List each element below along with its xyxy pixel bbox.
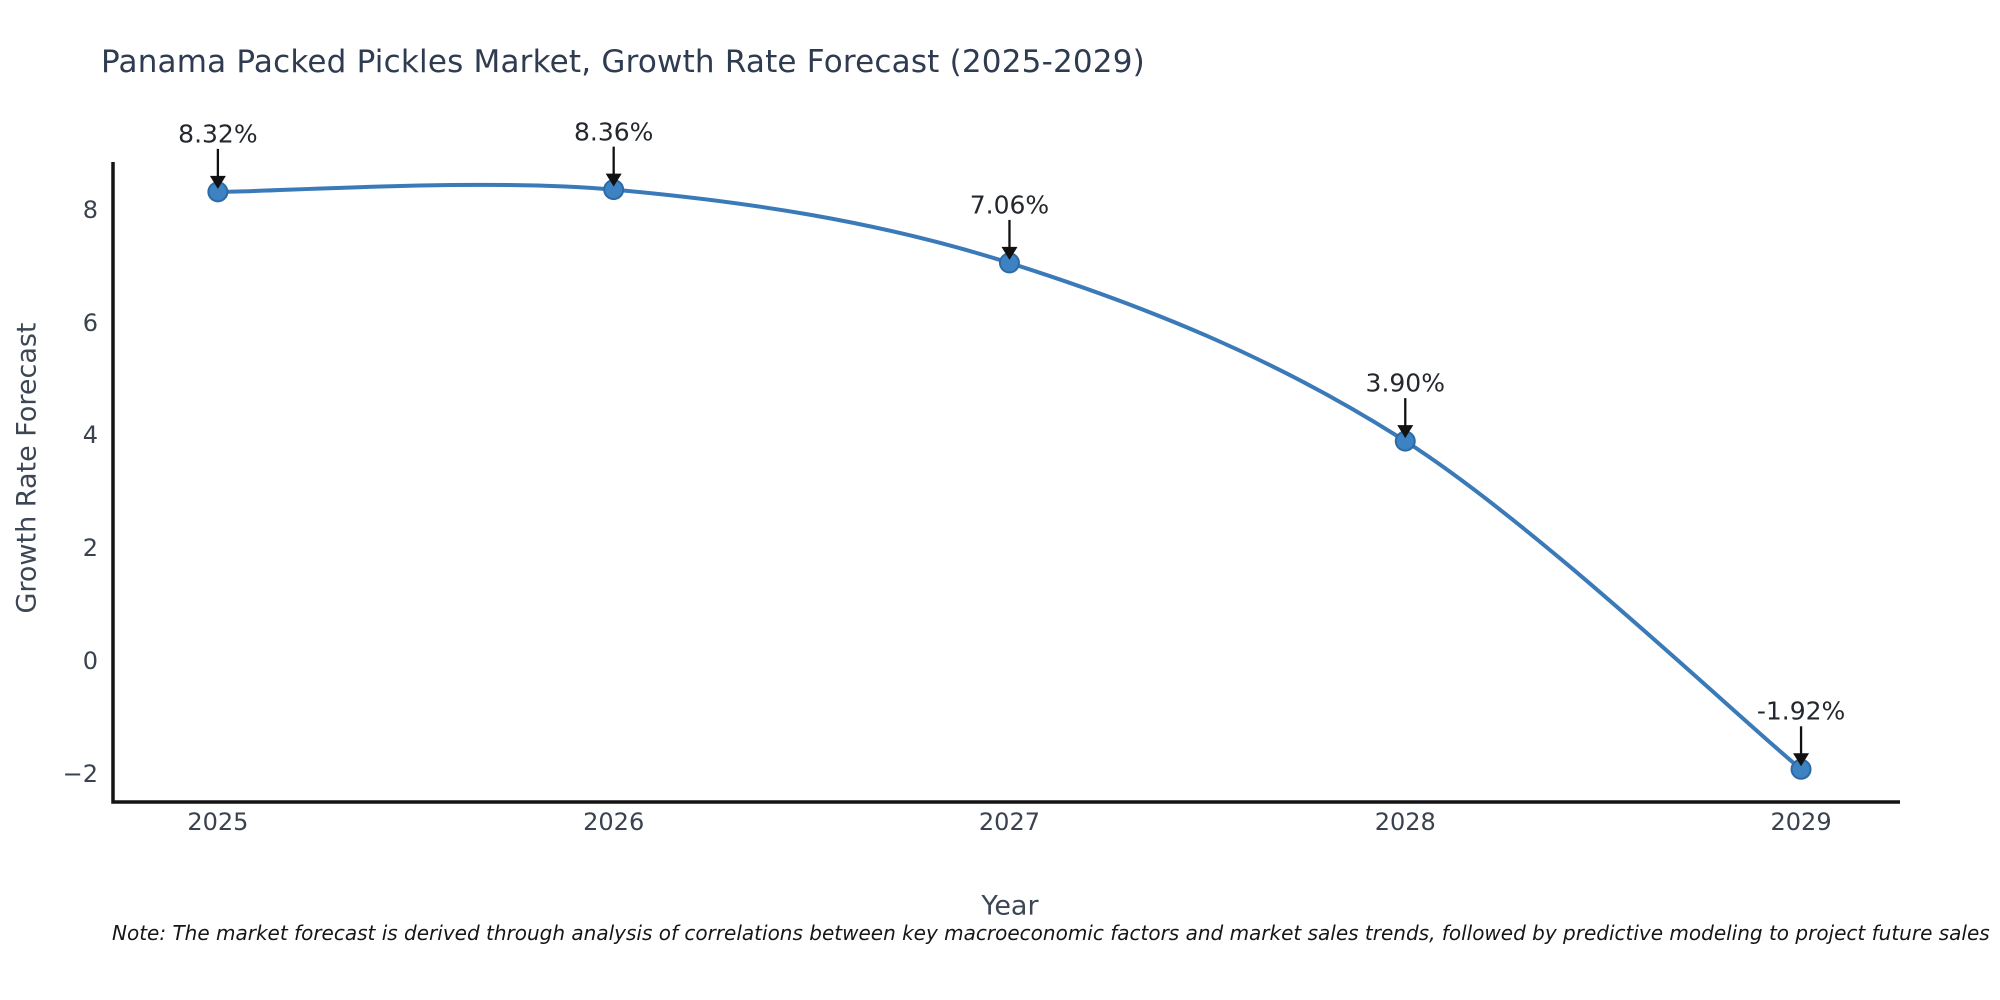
axes-spines: [111, 162, 1900, 804]
annotation-arrow-head: [1397, 425, 1414, 439]
x-tick-label-2026: 2026: [583, 808, 645, 836]
annotation-label-2029: -1.92%: [1756, 696, 1846, 726]
annotation-label-2027: 7.06%: [969, 190, 1050, 220]
y-tick-label-0: 0: [82, 647, 98, 676]
annotation-arrow-head: [605, 173, 622, 187]
annotation-label-2025: 8.32%: [178, 119, 258, 149]
x-tick-label-2028: 2028: [1374, 808, 1436, 836]
annotation-label-2028: 3.90%: [1365, 368, 1445, 398]
y-tick-label-6: 6: [82, 308, 98, 337]
annotation-arrow-head: [1001, 246, 1018, 260]
x-tick-label-2029: 2029: [1770, 808, 1832, 836]
annotation-label-2026: 8.36%: [573, 117, 654, 147]
y-tick-label-2: 2: [82, 534, 98, 563]
chart-title: Panama Packed Pickles Market, Growth Rat…: [101, 44, 1145, 80]
annotation-arrow-head: [209, 175, 226, 189]
x-axis-label: Year: [981, 890, 1039, 922]
annotation-arrow-head: [1793, 753, 1810, 767]
y-tick-label-−2: −2: [62, 759, 98, 788]
x-tick-label-2025: 2025: [187, 808, 249, 836]
x-tick-label-2027: 2027: [978, 808, 1040, 836]
footnote: Note: The market forecast is derived thr…: [112, 921, 1990, 945]
y-tick-label-8: 8: [82, 195, 98, 224]
y-tick-label-4: 4: [82, 421, 98, 450]
